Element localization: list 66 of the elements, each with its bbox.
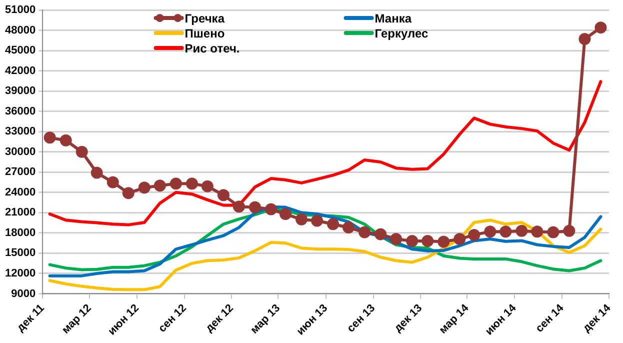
- point: [217, 189, 230, 202]
- y-tick-label: 21000: [4, 206, 36, 219]
- y-tick-label: 39000: [4, 85, 36, 98]
- point: [406, 235, 418, 248]
- legend-label: Рис отеч.: [184, 41, 240, 56]
- point: [296, 213, 308, 226]
- x-tick-label: сен 14: [534, 302, 567, 335]
- x-tick-label: мар 14: [437, 302, 472, 336]
- point: [438, 236, 450, 248]
- y-tick-label: 45000: [4, 44, 36, 57]
- point: [390, 233, 402, 246]
- point: [358, 226, 371, 238]
- y-tick-label: 48000: [4, 24, 36, 36]
- y-tick-label: 33000: [4, 126, 36, 138]
- point: [563, 224, 576, 237]
- x-tick-label: мар 13: [248, 302, 283, 336]
- point: [232, 200, 245, 213]
- point: [578, 33, 591, 46]
- x-tick-label: сен 12: [156, 302, 189, 335]
- point: [106, 176, 119, 188]
- point: [44, 132, 56, 144]
- y-tick-label: 42000: [4, 64, 36, 77]
- point: [516, 224, 528, 237]
- point: [422, 235, 434, 248]
- point: [311, 214, 324, 227]
- y-tick-label: 9000: [11, 288, 36, 300]
- x-tick-label: дек 13: [392, 302, 425, 335]
- y-tick-label: 18000: [4, 226, 36, 239]
- y-tick-label: 51000: [4, 4, 36, 16]
- point: [138, 182, 150, 194]
- point: [594, 22, 607, 34]
- y-tick-label: 24000: [4, 186, 36, 198]
- legend-label: Пшено: [184, 26, 225, 40]
- x-tick-label: дек 11: [14, 302, 47, 334]
- y-tick-label: 36000: [4, 105, 36, 118]
- point: [201, 180, 214, 192]
- point: [90, 166, 103, 179]
- point: [342, 222, 355, 234]
- point: [265, 203, 278, 216]
- x-tick-label: дек 12: [204, 302, 236, 335]
- point: [327, 218, 340, 230]
- point: [170, 178, 182, 190]
- point: [531, 226, 544, 238]
- point: [122, 187, 134, 200]
- legend-label: Геркулес: [374, 26, 428, 40]
- point: [186, 178, 198, 190]
- point: [547, 226, 560, 238]
- point: [154, 180, 166, 192]
- y-tick-label: 30000: [4, 146, 36, 158]
- x-tick-label: мар 12: [60, 302, 94, 336]
- point: [484, 226, 496, 238]
- x-tick-label: дек 14: [580, 302, 614, 335]
- legend-label: Гречка: [184, 11, 225, 26]
- y-tick-label: 15000: [4, 247, 36, 260]
- point: [374, 228, 387, 240]
- y-tick-label: 27000: [4, 166, 36, 178]
- point: [500, 226, 512, 238]
- point: [454, 233, 466, 246]
- point: [76, 146, 88, 158]
- point: [468, 228, 480, 241]
- point: [248, 201, 261, 214]
- point: [60, 134, 72, 146]
- point: [279, 208, 292, 220]
- legend-label: Манка: [374, 11, 412, 26]
- y-tick-label: 12000: [4, 267, 36, 280]
- x-tick-label: сен 13: [344, 302, 378, 335]
